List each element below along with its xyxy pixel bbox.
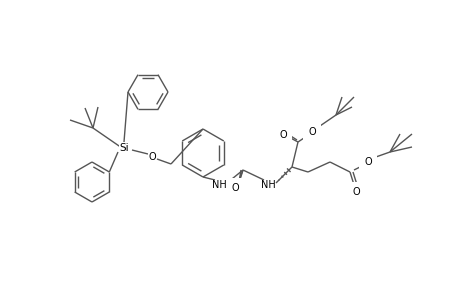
Text: O: O	[148, 152, 156, 162]
Text: O: O	[308, 127, 315, 137]
Text: O: O	[279, 130, 286, 140]
Text: O: O	[231, 183, 238, 193]
Text: O: O	[352, 187, 359, 197]
Text: NH: NH	[260, 180, 275, 190]
Text: NH: NH	[211, 180, 226, 190]
Text: O: O	[364, 157, 371, 167]
Text: Si: Si	[119, 143, 129, 153]
